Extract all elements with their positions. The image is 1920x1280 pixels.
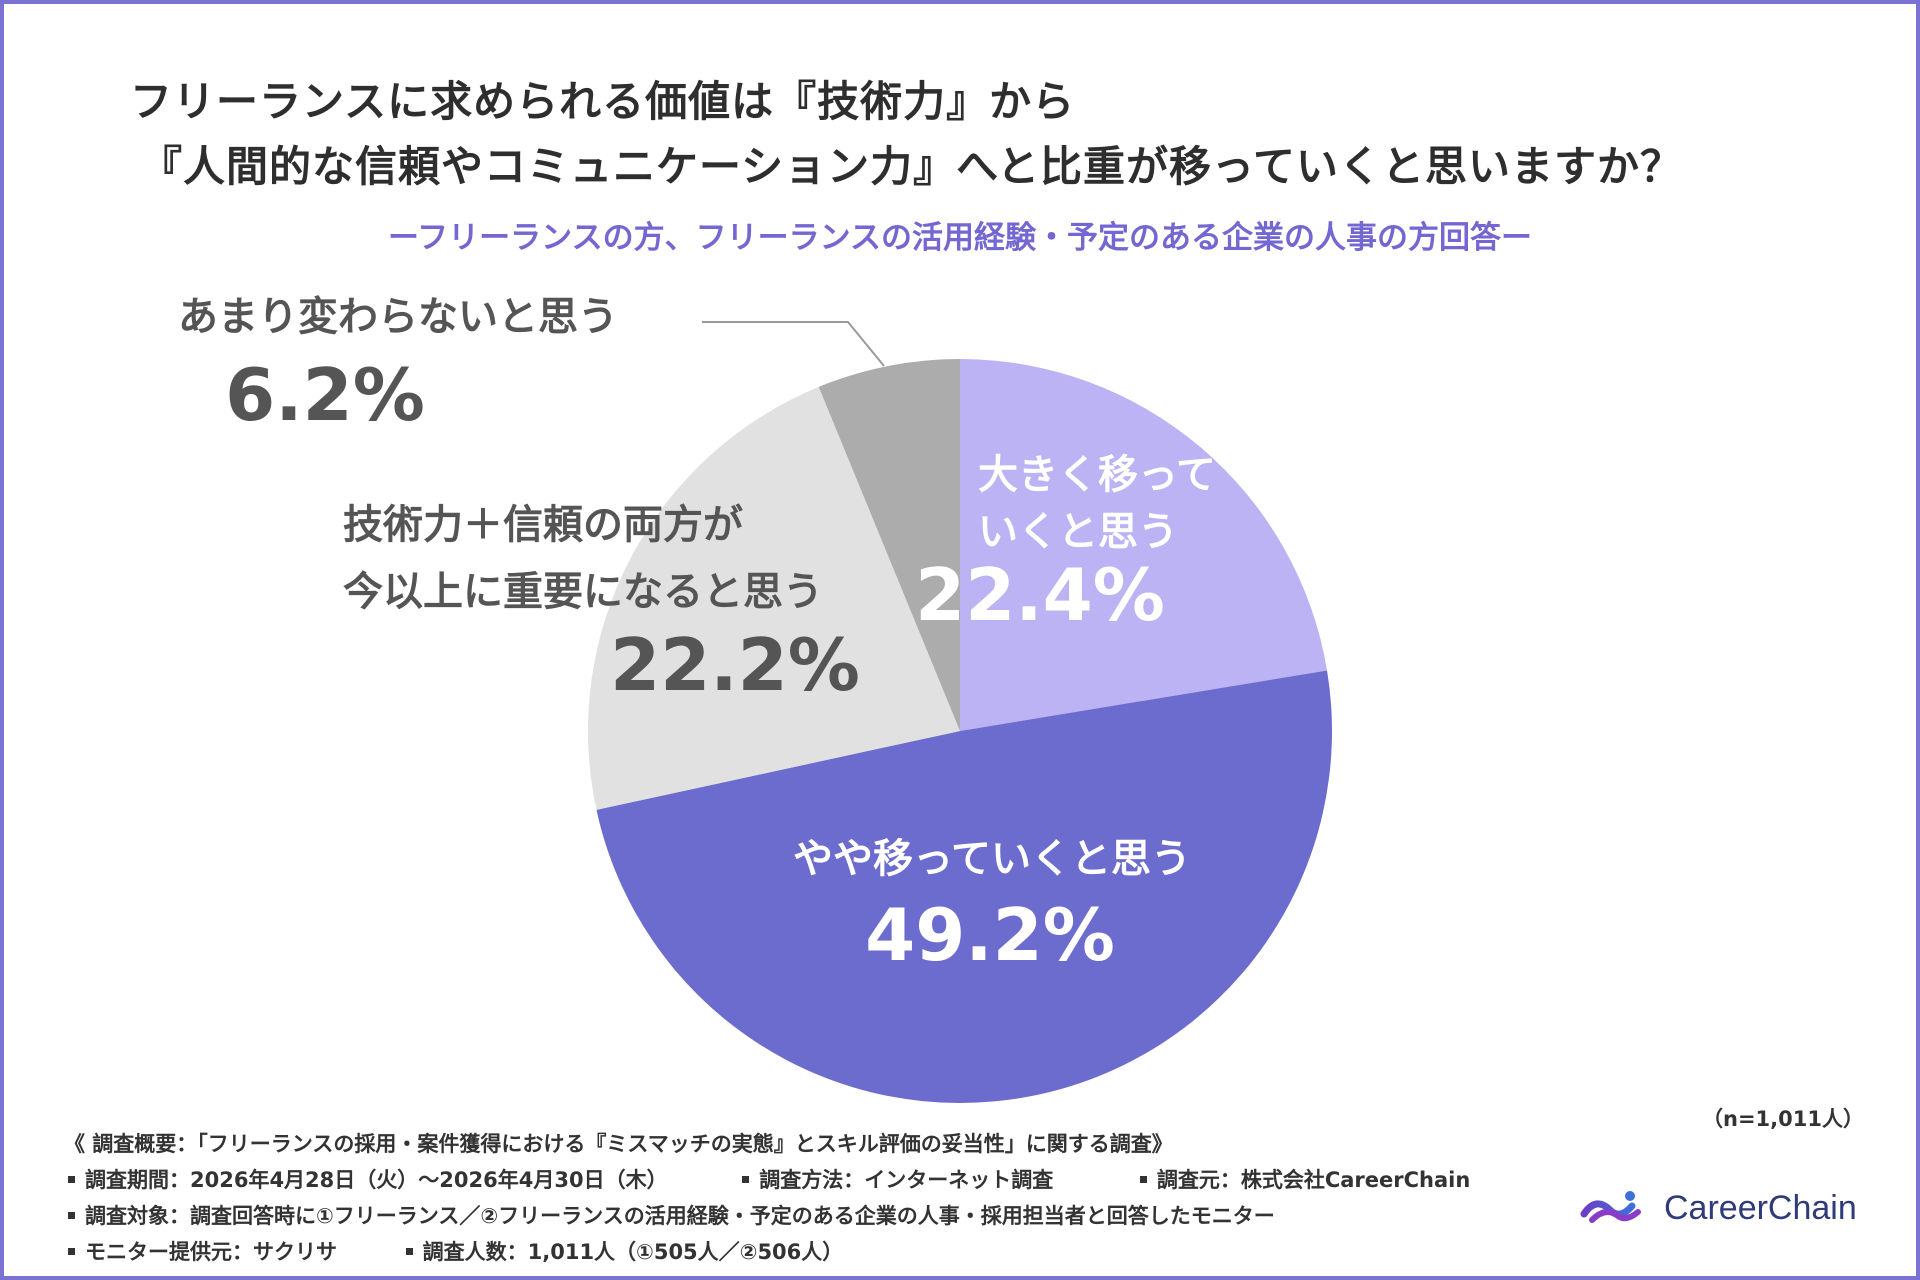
survey-details-row-1: 調査期間：2026年4月28日（火）〜2026年4月30日（木） 調査方法：イン…	[64, 1164, 1470, 1194]
leader-line	[702, 321, 885, 367]
survey-details-row-3: モニター提供元：サクリサ 調査人数：1,011人（①505人／②506人）	[64, 1236, 843, 1266]
slice-4-category-label: あまり変わらないと思う	[178, 294, 618, 340]
sample-size-note: （n=1,011人）	[1702, 1107, 1864, 1131]
slice-2-value-label: 49.2%	[865, 893, 1115, 977]
brand-logo: CareerChain	[1580, 1188, 1857, 1228]
survey-period: 調査期間：2026年4月28日（火）〜2026年4月30日（木）	[85, 1168, 668, 1192]
pie-slice-2	[596, 670, 1333, 1103]
survey-source: 調査元：株式会社CareerChain	[1156, 1168, 1471, 1192]
slice-1-category-label: 大きく移って	[978, 452, 1216, 498]
slice-2-category-label: やや移っていくと思う	[793, 836, 1191, 882]
survey-method: 調査方法：インターネット調査	[759, 1168, 1054, 1192]
career-chain-logo-icon	[1580, 1191, 1641, 1223]
bullet-square	[742, 1175, 750, 1183]
survey-overview: 《 調査概要：「フリーランスの採用・案件獲得における『ミスマッチの実態』とスキル…	[64, 1132, 1173, 1156]
bullet-square	[68, 1175, 75, 1183]
survey-target: 調査対象：調査回答時に①フリーランス／②フリーランスの活用経験・予定のある企業の…	[85, 1204, 1275, 1228]
brand-name: CareerChain	[1664, 1188, 1857, 1227]
bullet-square	[405, 1247, 413, 1255]
chart-title-line-1: フリーランスに求められる価値は『技術力』から	[130, 77, 1076, 126]
pie-slice-3	[588, 386, 960, 810]
pie-slice-4	[818, 359, 960, 731]
survey-details-row-2: 調査対象：調査回答時に①フリーランス／②フリーランスの活用経験・予定のある企業の…	[64, 1200, 1275, 1230]
survey-count: 調査人数：1,011人（①505人／②506人）	[422, 1240, 844, 1264]
slice-3-value-label: 22.2%	[610, 623, 860, 707]
chart-subtitle: ーフリーランスの方、フリーランスの活用経験・予定のある企業の人事の方回答ー	[388, 220, 1532, 256]
chart-title-line-2: 『人間的な信頼やコミュニケーション力』へと比重が移っていくと思いますか？	[140, 142, 1683, 191]
survey-provider: モニター提供元：サクリサ	[85, 1240, 337, 1264]
pie-slice-1	[960, 359, 1328, 731]
bullet-square	[68, 1211, 75, 1219]
slice-4-value-label: 6.2%	[225, 353, 425, 437]
slice-3-category-label: 技術力＋信頼の両方が	[343, 502, 743, 548]
slice-1-category-label: いくと思う	[978, 509, 1178, 555]
slice-1-value-label: 22.4%	[915, 553, 1165, 637]
bullet-square	[1139, 1175, 1147, 1183]
bullet-square	[68, 1247, 75, 1255]
slice-3-category-label: 今以上に重要になると思う	[343, 569, 823, 615]
